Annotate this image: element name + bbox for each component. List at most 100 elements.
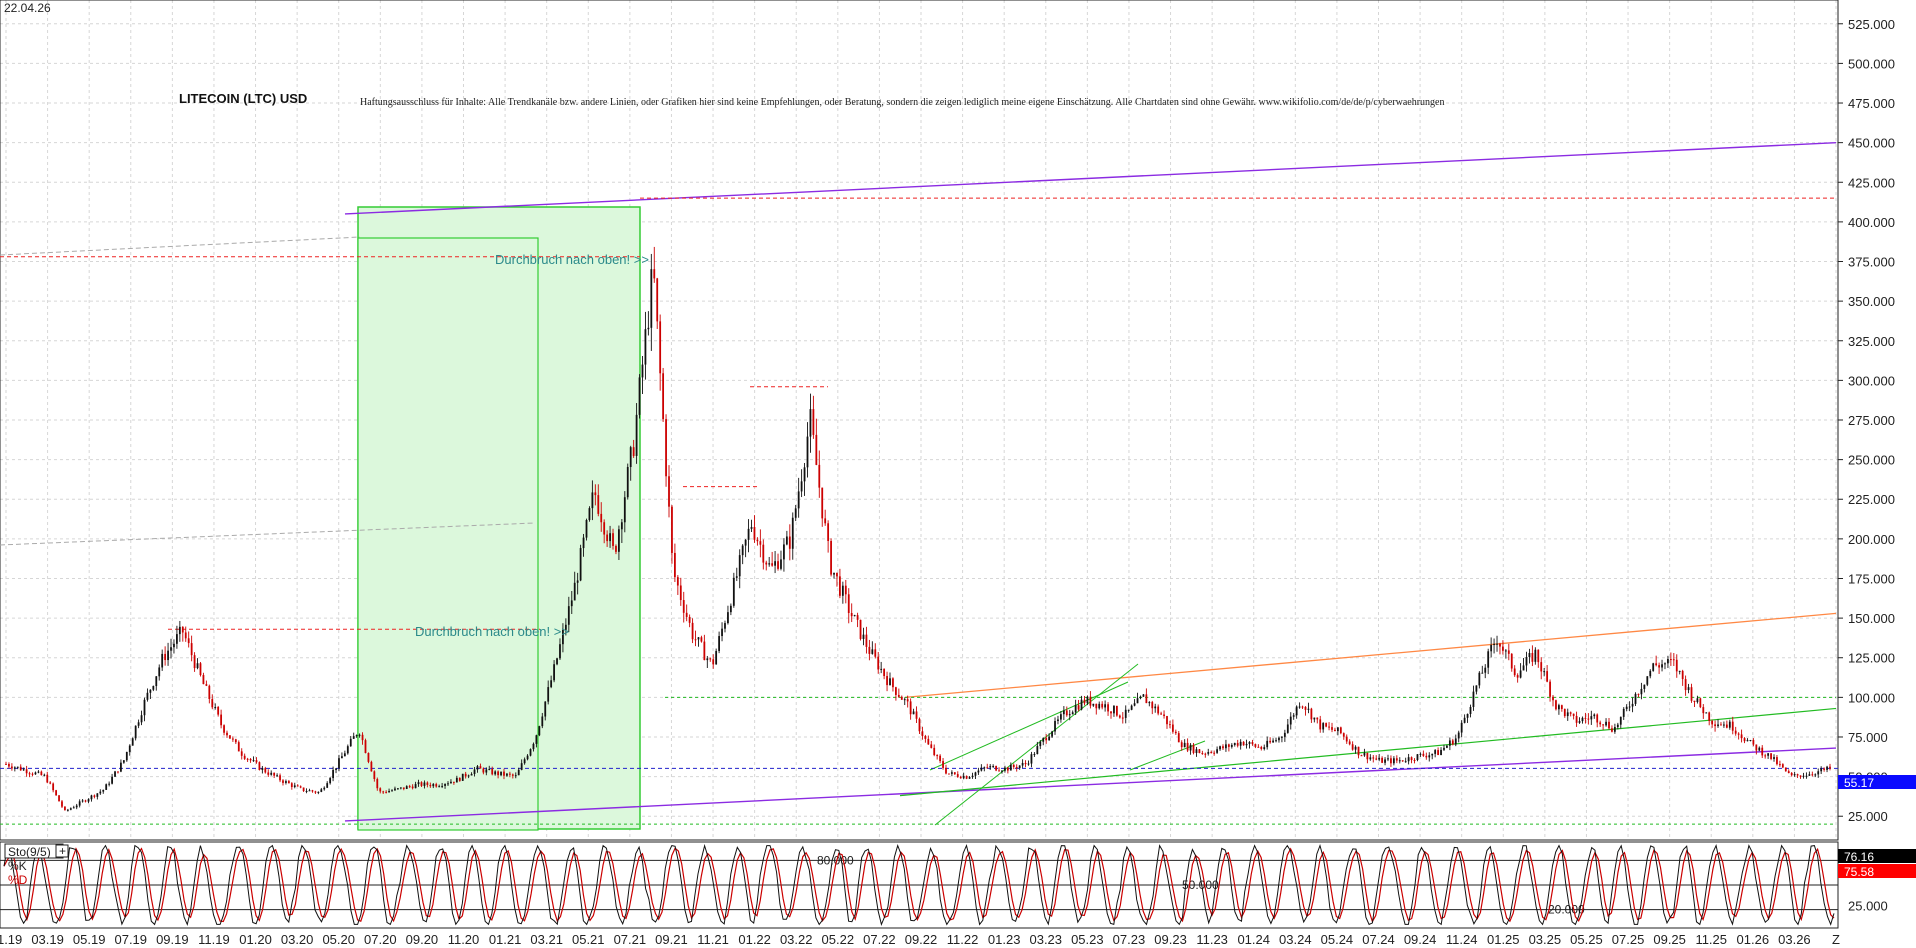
candle-body bbox=[243, 755, 246, 759]
candle-body bbox=[214, 706, 217, 708]
candle-body bbox=[111, 776, 113, 784]
candle-body bbox=[1672, 659, 1675, 661]
candle-body bbox=[880, 668, 883, 670]
candle-body bbox=[1493, 643, 1495, 646]
candle-body bbox=[43, 774, 46, 776]
candle-body bbox=[326, 783, 329, 788]
candle-body bbox=[161, 653, 164, 668]
candle-body bbox=[497, 771, 499, 776]
candle-body bbox=[1378, 757, 1381, 760]
candle-body bbox=[547, 687, 550, 702]
candle-body bbox=[87, 799, 90, 802]
candle-body bbox=[1631, 703, 1634, 707]
candle-body bbox=[971, 775, 974, 778]
candle-body bbox=[877, 656, 880, 670]
candle-body bbox=[317, 791, 320, 793]
candle-body bbox=[765, 562, 768, 565]
candle-body bbox=[1487, 651, 1490, 668]
candle-body bbox=[609, 533, 611, 542]
candle-body bbox=[1057, 719, 1059, 721]
candle-body bbox=[1690, 687, 1693, 701]
candle-body bbox=[146, 692, 149, 700]
y-tick-label: 75.000 bbox=[1848, 730, 1888, 745]
candle-body bbox=[1667, 659, 1669, 664]
candle-body bbox=[718, 636, 720, 651]
candle-body bbox=[1481, 672, 1484, 674]
candle-body bbox=[1384, 759, 1386, 763]
candle-body bbox=[1157, 706, 1160, 714]
stoch-k-label: %K bbox=[8, 859, 27, 873]
candle-body bbox=[1098, 703, 1101, 709]
candle-body bbox=[1319, 719, 1322, 730]
candle-body bbox=[125, 751, 128, 761]
candle-body bbox=[338, 758, 340, 769]
candle-body bbox=[618, 529, 620, 552]
candle-body bbox=[1051, 731, 1053, 737]
candle-body bbox=[665, 419, 667, 477]
candle-body bbox=[58, 795, 60, 802]
candle-body bbox=[134, 725, 137, 739]
candle-body bbox=[1322, 723, 1325, 730]
candle-body bbox=[1316, 717, 1319, 720]
candle-body bbox=[691, 622, 694, 640]
candle-body bbox=[1080, 699, 1083, 710]
candle-body bbox=[676, 577, 679, 586]
candle-body bbox=[638, 377, 641, 415]
expand-panel-button[interactable] bbox=[55, 844, 69, 858]
candle-body bbox=[1092, 703, 1095, 706]
candle-body bbox=[862, 634, 865, 639]
candle-body bbox=[461, 773, 464, 781]
candle-body bbox=[1802, 775, 1805, 777]
green-channel-line bbox=[929, 681, 1129, 771]
candle-body bbox=[715, 650, 718, 665]
candle-body bbox=[202, 675, 205, 685]
candle-body bbox=[559, 644, 561, 659]
candle-body bbox=[544, 701, 547, 717]
candle-body bbox=[573, 582, 576, 601]
candle-body bbox=[1440, 749, 1442, 756]
candle-body bbox=[1166, 716, 1168, 725]
candle-body bbox=[948, 773, 950, 775]
candle-body bbox=[1463, 717, 1466, 723]
candle-body bbox=[892, 678, 894, 688]
x-tick-label: 11.21 bbox=[697, 932, 729, 947]
candle-body bbox=[90, 795, 93, 800]
candle-body bbox=[1192, 744, 1195, 753]
candle-body bbox=[1398, 760, 1401, 762]
candle-body bbox=[1681, 670, 1684, 680]
x-tick-label: 01.25 bbox=[1487, 932, 1520, 947]
candle-body bbox=[1781, 764, 1784, 768]
candle-body bbox=[382, 791, 385, 793]
candle-body bbox=[479, 766, 482, 769]
candle-body bbox=[597, 495, 600, 514]
candle-body bbox=[503, 771, 505, 776]
price-candles bbox=[5, 246, 1831, 812]
candle-body bbox=[562, 629, 564, 645]
candle-body bbox=[1793, 774, 1796, 776]
candle-body bbox=[1572, 713, 1575, 716]
candle-body bbox=[980, 767, 983, 771]
candle-body bbox=[246, 758, 249, 760]
candle-body bbox=[986, 767, 989, 769]
candle-body bbox=[1566, 712, 1569, 717]
candle-body bbox=[1307, 708, 1310, 710]
candle-body bbox=[405, 786, 408, 789]
candle-body bbox=[1086, 696, 1089, 704]
candle-body bbox=[102, 789, 105, 792]
candle-body bbox=[538, 726, 541, 736]
candle-body bbox=[105, 784, 108, 790]
candle-body bbox=[1787, 771, 1790, 773]
candle-body bbox=[1278, 737, 1280, 741]
candle-body bbox=[388, 790, 390, 793]
candle-body bbox=[273, 772, 276, 776]
candle-body bbox=[1761, 747, 1764, 756]
candle-body bbox=[694, 639, 697, 641]
candle-body bbox=[1422, 753, 1425, 756]
candle-body bbox=[894, 687, 897, 695]
candle-body bbox=[217, 706, 220, 715]
y-tick-label: 150.000 bbox=[1848, 611, 1895, 626]
candle-body bbox=[476, 766, 479, 770]
candle-body bbox=[977, 770, 980, 773]
grid-lines bbox=[0, 0, 1838, 840]
